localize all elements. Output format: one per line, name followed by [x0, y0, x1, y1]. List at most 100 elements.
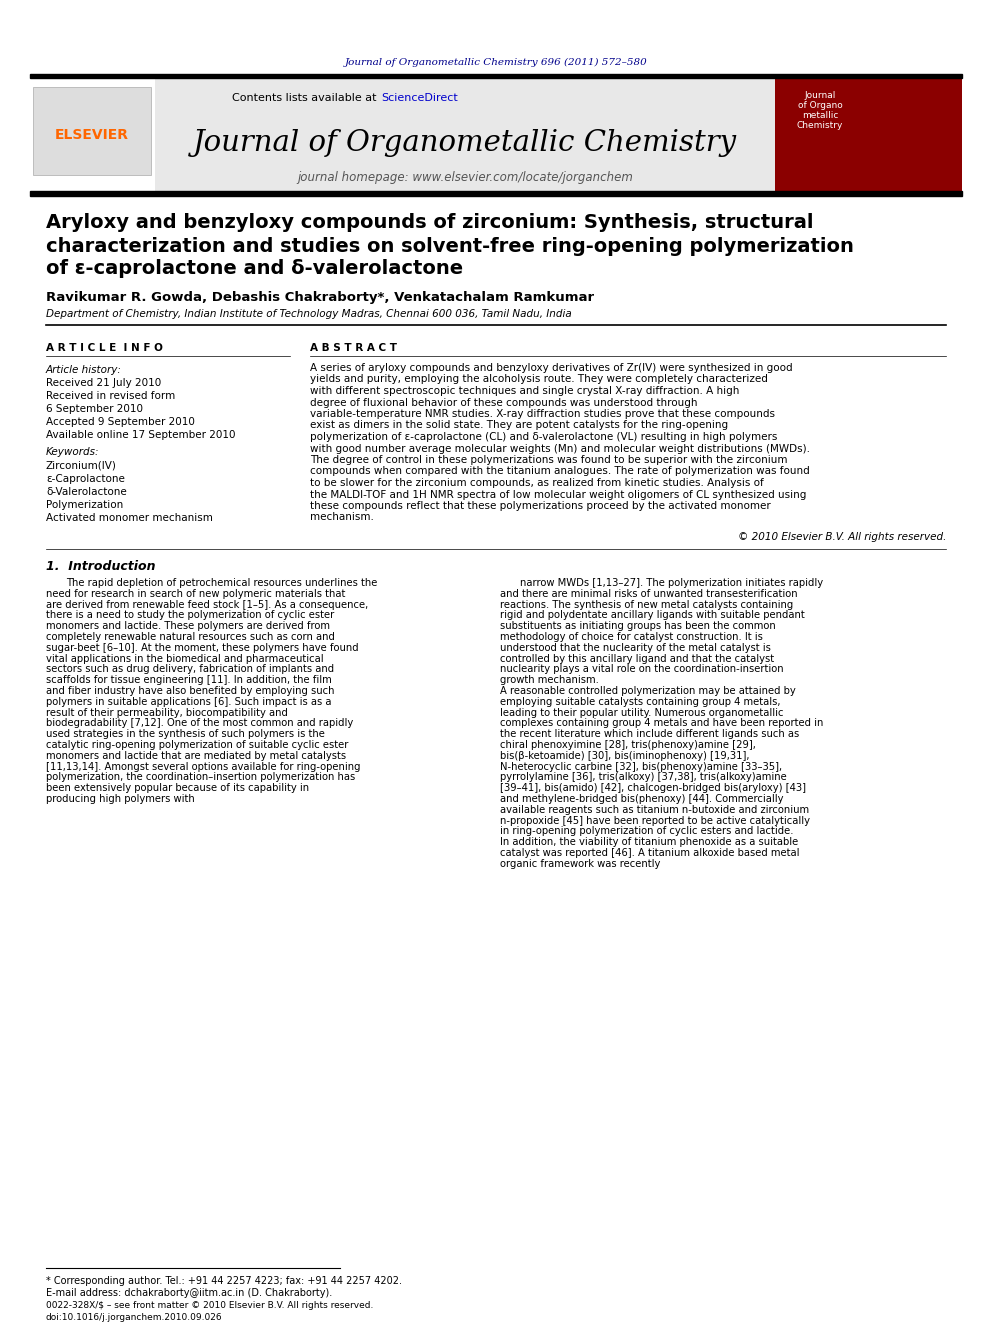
Text: compounds when compared with the titanium analogues. The rate of polymerization : compounds when compared with the titaniu…: [310, 467, 809, 476]
Text: Zirconium(IV): Zirconium(IV): [46, 460, 117, 471]
Text: © 2010 Elsevier B.V. All rights reserved.: © 2010 Elsevier B.V. All rights reserved…: [738, 532, 946, 542]
Text: understood that the nuclearity of the metal catalyst is: understood that the nuclearity of the me…: [500, 643, 771, 652]
Text: Journal: Journal: [805, 91, 835, 101]
Text: catalytic ring-opening polymerization of suitable cyclic ester: catalytic ring-opening polymerization of…: [46, 740, 348, 750]
Text: polymerization of ε-caprolactone (CL) and δ-valerolactone (VL) resulting in high: polymerization of ε-caprolactone (CL) an…: [310, 433, 778, 442]
Text: A R T I C L E  I N F O: A R T I C L E I N F O: [46, 343, 163, 353]
Text: vital applications in the biomedical and pharmaceutical: vital applications in the biomedical and…: [46, 654, 323, 664]
Text: available reagents such as titanium n-butoxide and zirconium: available reagents such as titanium n-bu…: [500, 804, 809, 815]
Text: Contents lists available at: Contents lists available at: [232, 93, 380, 103]
Text: Keywords:: Keywords:: [46, 447, 99, 456]
Text: polymerization, the coordination–insertion polymerization has: polymerization, the coordination–inserti…: [46, 773, 355, 782]
Text: δ-Valerolactone: δ-Valerolactone: [46, 487, 127, 497]
Text: there is a need to study the polymerization of cyclic ester: there is a need to study the polymerizat…: [46, 610, 334, 620]
Text: degree of fluxional behavior of these compounds was understood through: degree of fluxional behavior of these co…: [310, 397, 697, 407]
Text: monomers and lactide that are mediated by metal catalysts: monomers and lactide that are mediated b…: [46, 750, 346, 761]
Text: Chemistry: Chemistry: [797, 122, 843, 131]
Text: reactions. The synthesis of new metal catalysts containing: reactions. The synthesis of new metal ca…: [500, 599, 794, 610]
Text: producing high polymers with: producing high polymers with: [46, 794, 194, 804]
Text: Activated monomer mechanism: Activated monomer mechanism: [46, 513, 213, 523]
Text: the MALDI-TOF and 1H NMR spectra of low molecular weight oligomers of CL synthes: the MALDI-TOF and 1H NMR spectra of low …: [310, 490, 806, 500]
Text: completely renewable natural resources such as corn and: completely renewable natural resources s…: [46, 632, 335, 642]
Text: used strategies in the synthesis of such polymers is the: used strategies in the synthesis of such…: [46, 729, 324, 740]
Text: polymers in suitable applications [6]. Such impact is as a: polymers in suitable applications [6]. S…: [46, 697, 331, 706]
Text: sugar-beet [6–10]. At the moment, these polymers have found: sugar-beet [6–10]. At the moment, these …: [46, 643, 359, 652]
Text: chiral phenoxyimine [28], tris(phenoxy)amine [29],: chiral phenoxyimine [28], tris(phenoxy)a…: [500, 740, 756, 750]
Text: need for research in search of new polymeric materials that: need for research in search of new polym…: [46, 589, 345, 599]
Text: Available online 17 September 2010: Available online 17 September 2010: [46, 430, 235, 441]
Text: with good number average molecular weights (Mn) and molecular weight distributio: with good number average molecular weigh…: [310, 443, 810, 454]
Text: sectors such as drug delivery, fabrication of implants and: sectors such as drug delivery, fabricati…: [46, 664, 334, 675]
Text: ELSEVIER: ELSEVIER: [55, 128, 129, 142]
Text: 6 September 2010: 6 September 2010: [46, 404, 143, 414]
Bar: [30, 191, 962, 196]
Text: narrow MWDs [1,13–27]. The polymerization initiates rapidly: narrow MWDs [1,13–27]. The polymerizatio…: [520, 578, 823, 587]
Text: ε-Caprolactone: ε-Caprolactone: [46, 474, 125, 484]
Text: metallic: metallic: [802, 111, 838, 120]
Text: controlled by this ancillary ligand and that the catalyst: controlled by this ancillary ligand and …: [500, 654, 774, 664]
Text: Ravikumar R. Gowda, Debashis Chakraborty*, Venkatachalam Ramkumar: Ravikumar R. Gowda, Debashis Chakraborty…: [46, 291, 594, 303]
Text: Journal of Organometallic Chemistry: Journal of Organometallic Chemistry: [192, 130, 737, 157]
Text: The rapid depletion of petrochemical resources underlines the: The rapid depletion of petrochemical res…: [66, 578, 377, 587]
Text: [39–41], bis(amido) [42], chalcogen-bridged bis(aryloxy) [43]: [39–41], bis(amido) [42], chalcogen-brid…: [500, 783, 806, 794]
Text: to be slower for the zirconium compounds, as realized from kinetic studies. Anal: to be slower for the zirconium compounds…: [310, 478, 764, 488]
Text: In addition, the viability of titanium phenoxide as a suitable: In addition, the viability of titanium p…: [500, 837, 799, 847]
Text: variable-temperature NMR studies. X-ray diffraction studies prove that these com: variable-temperature NMR studies. X-ray …: [310, 409, 775, 419]
Text: Department of Chemistry, Indian Institute of Technology Madras, Chennai 600 036,: Department of Chemistry, Indian Institut…: [46, 310, 571, 319]
Text: growth mechanism.: growth mechanism.: [500, 675, 599, 685]
Text: E-mail address: dchakraborty@iitm.ac.in (D. Chakraborty).: E-mail address: dchakraborty@iitm.ac.in …: [46, 1289, 332, 1298]
Text: are derived from renewable feed stock [1–5]. As a consequence,: are derived from renewable feed stock [1…: [46, 599, 368, 610]
Text: rigid and polydentate ancillary ligands with suitable pendant: rigid and polydentate ancillary ligands …: [500, 610, 805, 620]
Text: and there are minimal risks of unwanted transesterification: and there are minimal risks of unwanted …: [500, 589, 798, 599]
Text: n-propoxide [45] have been reported to be active catalytically: n-propoxide [45] have been reported to b…: [500, 815, 810, 826]
Text: pyrrolylamine [36], tris(alkoxy) [37,38], tris(alkoxy)amine: pyrrolylamine [36], tris(alkoxy) [37,38]…: [500, 773, 787, 782]
Bar: [30, 74, 962, 78]
Text: bis(β-ketoamide) [30], bis(iminophenoxy) [19,31],: bis(β-ketoamide) [30], bis(iminophenoxy)…: [500, 750, 750, 761]
Text: organic framework was recently: organic framework was recently: [500, 859, 661, 869]
Text: Article history:: Article history:: [46, 365, 122, 374]
Text: the recent literature which include different ligands such as: the recent literature which include diff…: [500, 729, 800, 740]
Text: Received in revised form: Received in revised form: [46, 392, 176, 401]
Text: been extensively popular because of its capability in: been extensively popular because of its …: [46, 783, 310, 794]
Text: N-heterocyclic carbine [32], bis(phenoxy)amine [33–35],: N-heterocyclic carbine [32], bis(phenoxy…: [500, 762, 782, 771]
Text: ScienceDirect: ScienceDirect: [381, 93, 457, 103]
Text: Received 21 July 2010: Received 21 July 2010: [46, 378, 162, 388]
Text: characterization and studies on solvent-free ring-opening polymerization: characterization and studies on solvent-…: [46, 237, 854, 255]
Text: A B S T R A C T: A B S T R A C T: [310, 343, 397, 353]
Text: and fiber industry have also benefited by employing such: and fiber industry have also benefited b…: [46, 687, 334, 696]
Text: yields and purity, employing the alcoholysis route. They were completely charact: yields and purity, employing the alcohol…: [310, 374, 768, 385]
Text: biodegradability [7,12]. One of the most common and rapidly: biodegradability [7,12]. One of the most…: [46, 718, 353, 729]
Text: A reasonable controlled polymerization may be attained by: A reasonable controlled polymerization m…: [500, 687, 796, 696]
Text: 1.  Introduction: 1. Introduction: [46, 561, 156, 573]
Text: of ε-caprolactone and δ-valerolactone: of ε-caprolactone and δ-valerolactone: [46, 258, 463, 278]
Bar: [33, 87, 151, 175]
Text: result of their permeability, biocompatibility and: result of their permeability, biocompati…: [46, 708, 288, 717]
Text: A series of aryloxy compounds and benzyloxy derivatives of Zr(IV) were synthesiz: A series of aryloxy compounds and benzyl…: [310, 363, 793, 373]
Text: and methylene-bridged bis(phenoxy) [44]. Commercially: and methylene-bridged bis(phenoxy) [44].…: [500, 794, 784, 804]
Text: The degree of control in these polymerizations was found to be superior with the: The degree of control in these polymeriz…: [310, 455, 788, 464]
Text: leading to their popular utility. Numerous organometallic: leading to their popular utility. Numero…: [500, 708, 784, 717]
Text: of Organo: of Organo: [798, 102, 842, 111]
Text: journal homepage: www.elsevier.com/locate/jorganchem: journal homepage: www.elsevier.com/locat…: [297, 172, 633, 184]
Text: monomers and lactide. These polymers are derived from: monomers and lactide. These polymers are…: [46, 622, 330, 631]
Text: methodology of choice for catalyst construction. It is: methodology of choice for catalyst const…: [500, 632, 763, 642]
Bar: [30, 78, 155, 194]
Text: scaffolds for tissue engineering [11]. In addition, the film: scaffolds for tissue engineering [11]. I…: [46, 675, 331, 685]
Text: with different spectroscopic techniques and single crystal X-ray diffraction. A : with different spectroscopic techniques …: [310, 386, 739, 396]
Text: mechanism.: mechanism.: [310, 512, 374, 523]
Text: in ring-opening polymerization of cyclic esters and lactide.: in ring-opening polymerization of cyclic…: [500, 827, 794, 836]
Text: Aryloxy and benzyloxy compounds of zirconium: Synthesis, structural: Aryloxy and benzyloxy compounds of zirco…: [46, 213, 813, 232]
Text: employing suitable catalysts containing group 4 metals,: employing suitable catalysts containing …: [500, 697, 781, 706]
Bar: [155, 78, 775, 194]
Text: * Corresponding author. Tel.: +91 44 2257 4223; fax: +91 44 2257 4202.: * Corresponding author. Tel.: +91 44 225…: [46, 1275, 402, 1286]
Text: these compounds reflect that these polymerizations proceed by the activated mono: these compounds reflect that these polym…: [310, 501, 771, 511]
Text: catalyst was reported [46]. A titanium alkoxide based metal: catalyst was reported [46]. A titanium a…: [500, 848, 800, 859]
Text: exist as dimers in the solid state. They are potent catalysts for the ring-openi: exist as dimers in the solid state. They…: [310, 421, 728, 430]
Text: doi:10.1016/j.jorganchem.2010.09.026: doi:10.1016/j.jorganchem.2010.09.026: [46, 1312, 222, 1322]
Text: 0022-328X/$ – see front matter © 2010 Elsevier B.V. All rights reserved.: 0022-328X/$ – see front matter © 2010 El…: [46, 1302, 373, 1311]
Text: complexes containing group 4 metals and have been reported in: complexes containing group 4 metals and …: [500, 718, 823, 729]
Text: Accepted 9 September 2010: Accepted 9 September 2010: [46, 417, 194, 427]
Text: Polymerization: Polymerization: [46, 500, 123, 509]
Bar: [775, 78, 962, 194]
Text: [11,13,14]. Amongst several options available for ring-opening: [11,13,14]. Amongst several options avai…: [46, 762, 360, 771]
